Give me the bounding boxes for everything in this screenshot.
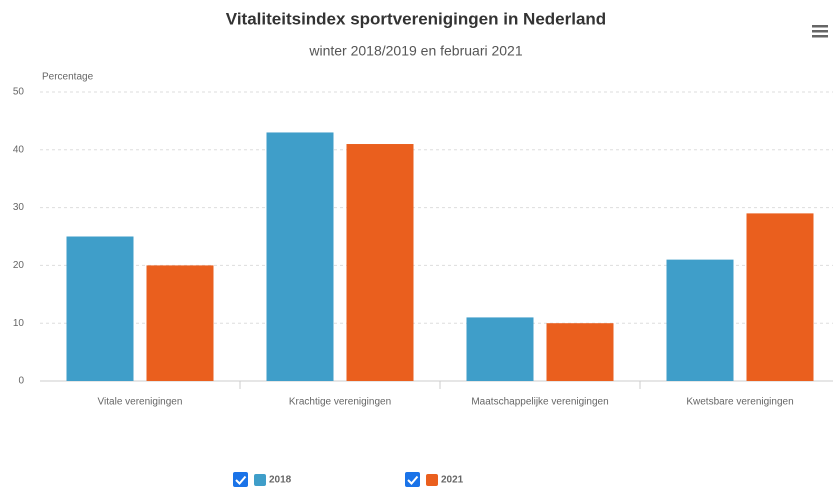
bar (346, 144, 414, 381)
bar (746, 213, 814, 381)
x-tick-label: Vitale verenigingen (98, 397, 183, 408)
legend-checkbox (405, 472, 420, 487)
legend-checkbox (233, 472, 248, 487)
bar (146, 265, 214, 381)
y-tick-label: 20 (13, 260, 25, 271)
bar (66, 236, 134, 381)
menu-bar (812, 30, 828, 33)
legend-label: 2018 (269, 475, 292, 486)
legend-check (235, 475, 247, 485)
y-tick-label: 50 (13, 87, 25, 98)
menu-button[interactable] (812, 25, 828, 38)
y-tick-label: 0 (18, 376, 24, 387)
menu-bar (812, 35, 828, 38)
y-tick-label: 10 (13, 318, 25, 329)
bar (546, 323, 614, 381)
chart-subtitle: winter 2018/2019 en februari 2021 (308, 43, 522, 59)
x-tick-label: Krachtige verenigingen (289, 397, 391, 408)
legend-check (407, 475, 419, 485)
legend-item[interactable]: 2018 (233, 472, 292, 487)
legend-label: 2021 (441, 475, 464, 486)
bar (266, 132, 334, 381)
chart-title: Vitaliteitsindex sportverenigingen in Ne… (226, 9, 606, 28)
x-tick-label: Kwetsbare verenigingen (686, 397, 793, 408)
legend-item[interactable]: 2021 (405, 472, 464, 487)
x-tick-label: Maatschappelijke verenigingen (471, 397, 608, 408)
y-axis-label: Percentage (42, 72, 94, 83)
bar (666, 259, 734, 381)
bar (466, 317, 534, 381)
menu-bar (812, 25, 828, 28)
legend-swatch (426, 474, 438, 486)
y-tick-label: 30 (13, 202, 25, 213)
legend-swatch (254, 474, 266, 486)
y-tick-label: 40 (13, 144, 25, 155)
